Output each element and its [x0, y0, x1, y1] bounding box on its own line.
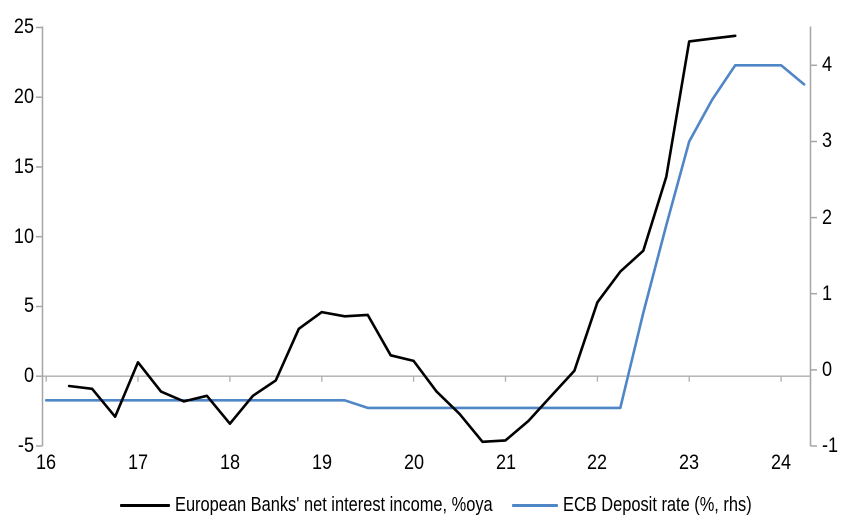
- chart-legend: European Banks' net interest income, %oy…: [0, 492, 852, 518]
- legend-label-net-interest-income: European Banks' net interest income, %oy…: [175, 493, 493, 516]
- legend-item-ecb-deposit-rate: ECB Deposit rate (%, rhs): [512, 492, 793, 518]
- legend-line-swatch-black: [120, 503, 170, 507]
- legend-label-ecb-deposit-rate: ECB Deposit rate (%, rhs): [563, 493, 752, 516]
- legend-item-net-interest-income: European Banks' net interest income, %oy…: [120, 492, 562, 518]
- legend-line-swatch-blue: [512, 503, 558, 507]
